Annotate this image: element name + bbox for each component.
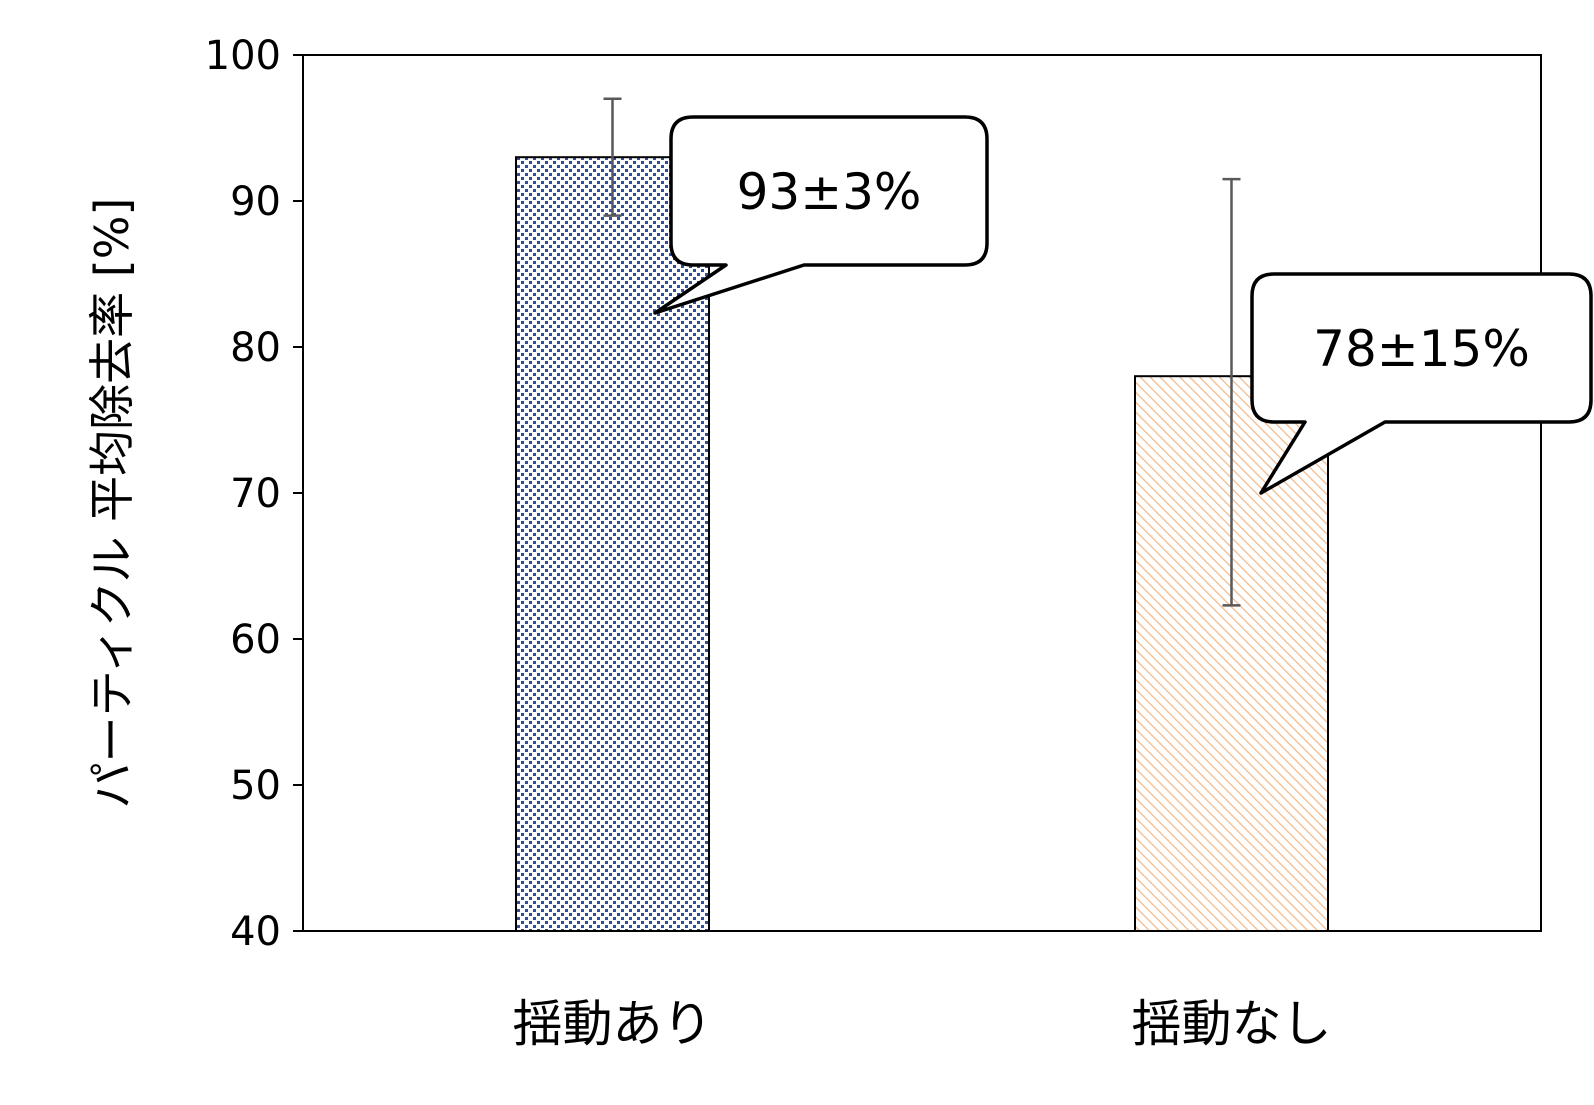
callout-bubble (1250, 272, 1593, 495)
y-tick-label: 70 (230, 471, 281, 517)
y-tick-label: 50 (230, 763, 281, 809)
y-axis-label: パーティクル 平均除去率 [%] (85, 198, 139, 809)
x-category-label: 揺動あり (513, 995, 713, 1053)
y-tick-label: 90 (230, 179, 281, 225)
bar-1 (515, 156, 710, 932)
callout-label: 78±15% (1313, 320, 1530, 378)
x-category-label: 揺動なし (1132, 995, 1332, 1053)
y-tick-label: 80 (230, 325, 281, 371)
y-tick-label: 60 (230, 617, 281, 663)
y-tick-label: 40 (230, 909, 281, 955)
y-tick-label: 100 (205, 33, 281, 79)
callout-bubble (653, 115, 989, 315)
callout-label: 93±3% (737, 163, 922, 221)
